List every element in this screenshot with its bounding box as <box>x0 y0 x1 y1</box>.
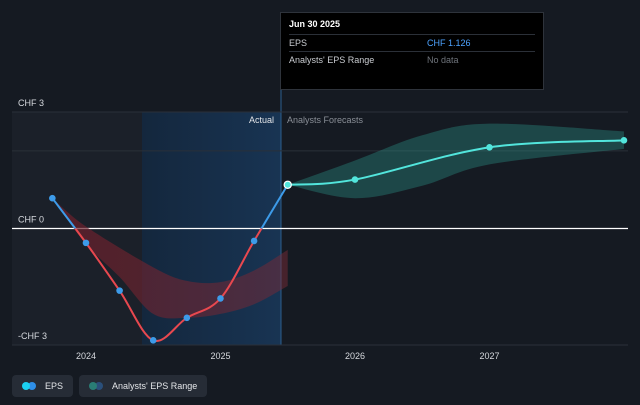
forecast-range-area <box>287 123 624 199</box>
tooltip-row-eps: EPS CHF 1.126 <box>289 34 535 51</box>
eps-legend-icon <box>22 382 38 390</box>
x-tick-label: 2026 <box>345 351 365 361</box>
y-tick-label: CHF 0 <box>18 215 44 225</box>
legend-item-eps[interactable]: EPS <box>12 375 74 397</box>
eps-forecast-line <box>287 139 625 186</box>
eps-forecast-point <box>351 176 359 183</box>
legend-label-eps: EPS <box>45 381 64 391</box>
eps-actual-point <box>250 237 258 245</box>
tooltip-eps-value: CHF 1.126 <box>427 38 471 48</box>
y-tick-label: CHF 3 <box>18 98 44 108</box>
x-tick-label: 2025 <box>210 351 230 361</box>
x-tick-label: 2024 <box>76 351 96 361</box>
eps-points <box>49 137 628 344</box>
range-legend-dot-front <box>89 382 98 390</box>
eps-forecast-point <box>486 144 493 151</box>
legend-item-range[interactable]: Analysts' EPS Range <box>79 375 208 397</box>
eps-current-point <box>283 180 292 189</box>
tooltip-row-range: Analysts' EPS Range No data <box>289 51 535 68</box>
legend: EPS Analysts' EPS Range <box>12 375 208 397</box>
forecast-label: Analysts Forecasts <box>287 115 364 125</box>
eps-forecast-point <box>620 137 628 144</box>
legend-label-range: Analysts' EPS Range <box>112 381 198 391</box>
decline-range-area <box>52 198 288 319</box>
tooltip-range-value: No data <box>427 55 459 65</box>
eps-legend-dot-front <box>22 382 30 390</box>
eps-legend-dot-back <box>28 382 36 390</box>
eps-actual-point <box>82 239 90 247</box>
axis-labels: CHF 3 CHF 0 -CHF 3 2024 2025 2026 2027 <box>18 98 499 361</box>
tooltip-date: Jun 30 2025 <box>289 19 341 29</box>
grid-lines <box>12 111 628 346</box>
eps-actual-point <box>49 194 56 202</box>
eps-actual-point <box>116 287 123 294</box>
eps-actual-point <box>149 337 157 344</box>
eps-actual-point <box>183 314 191 322</box>
tooltip: Jun 30 2025 EPS CHF 1.126 Analysts' EPS … <box>280 12 544 90</box>
tooltip-range-label: Analysts' EPS Range <box>289 55 375 65</box>
tooltip-eps-label: EPS <box>289 38 308 48</box>
y-tick-label: -CHF 3 <box>18 331 47 341</box>
range-legend-icon <box>89 382 105 390</box>
actual-label: Actual <box>249 115 274 125</box>
x-tick-label: 2027 <box>479 351 499 361</box>
eps-actual-point <box>217 295 224 302</box>
range-legend-dot-back <box>95 382 104 390</box>
